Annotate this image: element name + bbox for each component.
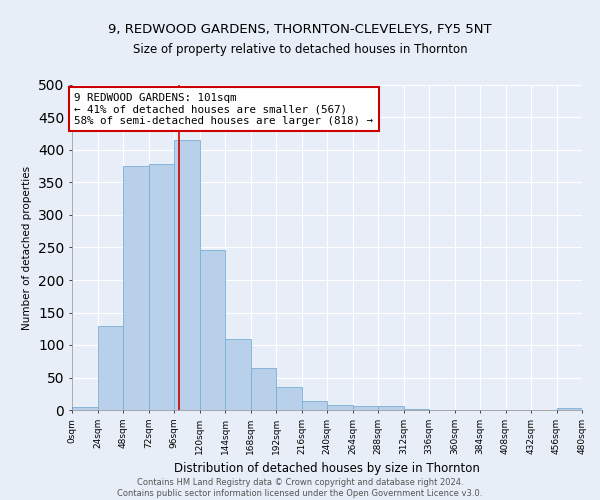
Bar (404, 408, 429, 410)
Bar (199, 250, 225, 410)
Bar (225, 338, 251, 410)
Bar (353, 406, 378, 410)
Bar (251, 368, 276, 410)
Bar (72, 408, 97, 410)
Text: 9, REDWOOD GARDENS, THORNTON-CLEVELEYS, FY5 5NT: 9, REDWOOD GARDENS, THORNTON-CLEVELEYS, … (108, 22, 492, 36)
Bar (302, 401, 327, 410)
Text: 9 REDWOOD GARDENS: 101sqm
← 41% of detached houses are smaller (567)
58% of semi: 9 REDWOOD GARDENS: 101sqm ← 41% of detac… (74, 93, 373, 126)
Bar (276, 387, 302, 410)
Y-axis label: Number of detached properties: Number of detached properties (22, 166, 32, 330)
Bar (557, 408, 582, 410)
Bar (149, 164, 174, 410)
Bar (174, 140, 199, 410)
Bar (327, 405, 353, 410)
Bar (378, 406, 404, 410)
Text: Contains HM Land Registry data © Crown copyright and database right 2024.
Contai: Contains HM Land Registry data © Crown c… (118, 478, 482, 498)
Bar (97, 326, 123, 410)
Bar (123, 166, 149, 410)
X-axis label: Distribution of detached houses by size in Thornton: Distribution of detached houses by size … (174, 462, 480, 475)
Text: Size of property relative to detached houses in Thornton: Size of property relative to detached ho… (133, 42, 467, 56)
